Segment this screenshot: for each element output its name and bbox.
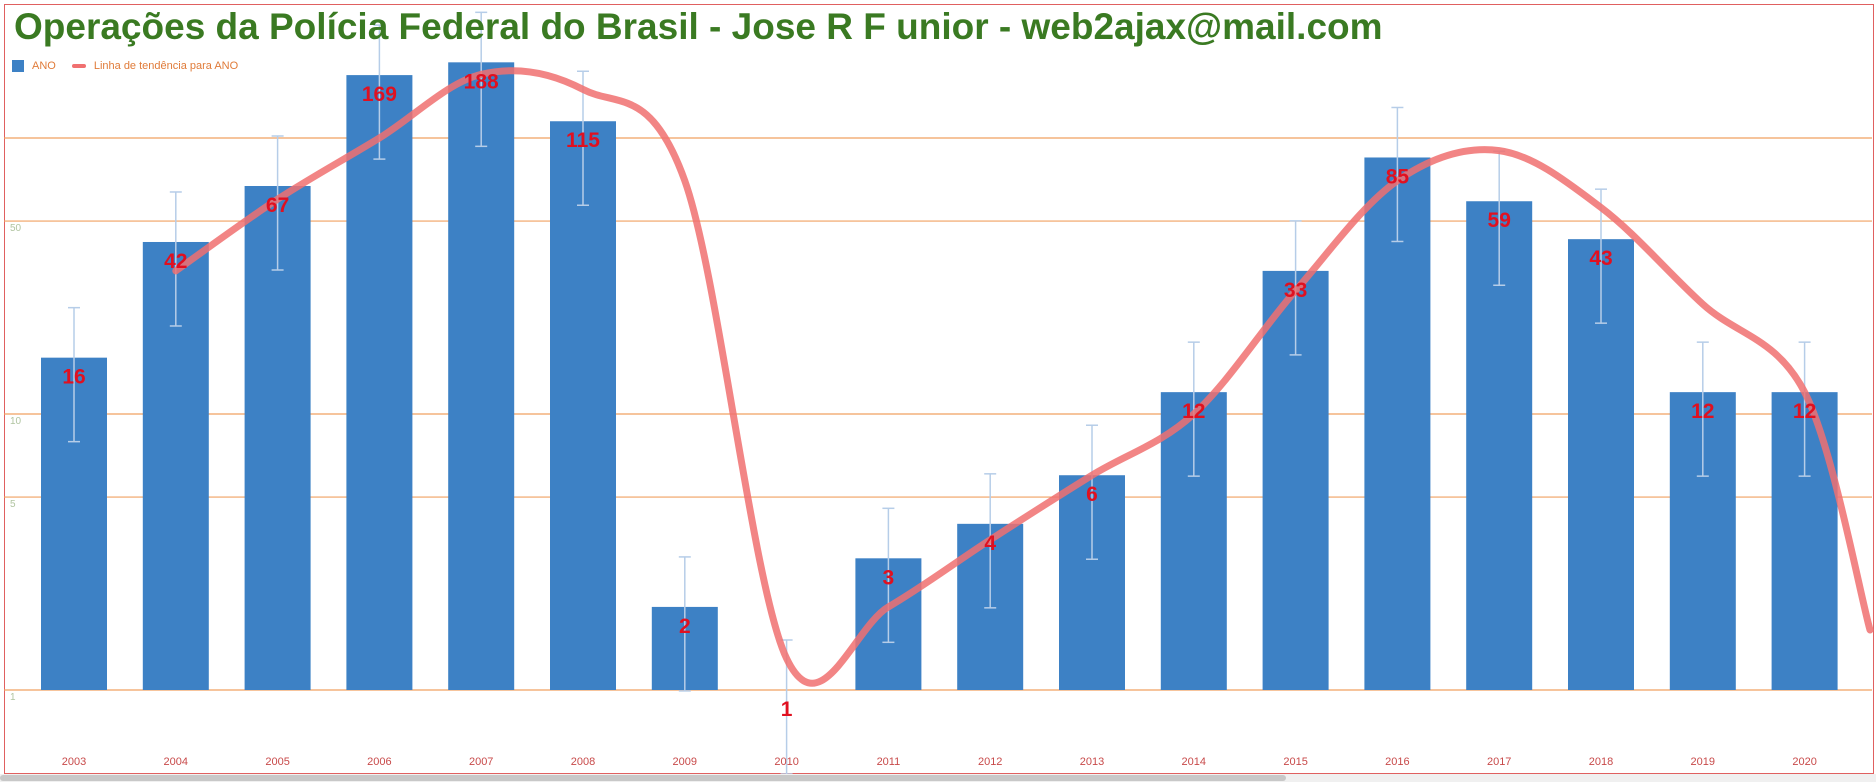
data-label-2017: 59 [1488,209,1511,232]
horizontal-scrollbar[interactable] [0,774,1876,782]
y-tick-label-5: 5 [10,499,16,510]
error-bar-2008 [577,70,589,206]
chart-title: Operações da Polícia Federal do Brasil -… [14,6,1383,47]
data-label-2010: 1 [781,698,793,721]
data-label-2014: 12 [1182,400,1205,423]
chart-frame [4,4,1874,774]
x-tick-label-2019: 2019 [1691,756,1715,768]
legend-label-ano: ANO [32,60,56,72]
x-tick-label-2017: 2017 [1487,756,1511,768]
error-bar-2019 [1696,341,1709,477]
x-tick-label-2008: 2008 [571,756,595,768]
data-label-2008: 115 [566,129,600,152]
data-label-2003: 16 [62,366,85,389]
legend-item-ano: ANO [12,60,56,72]
error-bar-2011 [882,507,895,644]
legend-item-trendline: Linha de tendência para ANO [71,60,239,72]
y-tick-label-1: 1 [10,692,16,703]
data-label-2020: 12 [1793,400,1816,423]
legend-swatch-line [71,64,86,68]
legend-label-trendline: Linha de tendência para ANO [93,60,239,72]
error-bar-2016 [1391,106,1404,243]
scrollbar-thumb[interactable] [0,775,1286,781]
x-tick-label-2012: 2012 [978,756,1002,768]
y-tick-label-10: 10 [10,416,22,427]
x-tick-label-2006: 2006 [367,756,391,768]
error-bar-2014 [1187,341,1200,477]
data-label-2019: 12 [1691,400,1714,423]
error-bar-2003 [68,306,80,443]
data-label-2011: 3 [883,566,895,589]
error-bar-2007 [475,11,488,148]
x-tick-label-2011: 2011 [877,756,901,768]
bar-2007 [448,62,515,690]
legend-swatch-bar [12,60,24,72]
data-label-2005: 67 [266,194,289,217]
y-tick-label-50: 50 [10,223,22,234]
x-tick-label-2003: 2003 [62,756,86,768]
x-tick-label-2009: 2009 [673,756,697,768]
trendline-path [172,67,1874,687]
x-tick-label-2007: 2007 [469,756,493,768]
data-label-2016: 85 [1386,165,1410,188]
data-label-2007: 188 [464,70,499,93]
x-tick-label-2004: 2004 [164,756,188,768]
bar-2016 [1364,157,1431,691]
x-tick-label-2018: 2018 [1589,756,1613,768]
x-tick-label-2015: 2015 [1283,756,1307,768]
error-bar-2009 [678,556,691,692]
chart-legend: ANO Linha de tendência para ANO [12,60,254,72]
bar-2006 [346,75,413,690]
bar-2008 [550,121,616,691]
data-label-2018: 43 [1589,247,1612,270]
error-bar-2004 [169,191,182,327]
data-label-2006: 169 [362,83,397,106]
error-bar-2020 [1798,341,1811,477]
data-label-2004: 42 [164,250,187,273]
data-label-2015: 33 [1284,279,1307,302]
data-label-2012: 4 [984,532,996,555]
x-tick-label-2020: 2020 [1792,756,1816,768]
x-tick-label-2013: 2013 [1080,756,1104,768]
data-label-2013: 6 [1086,483,1098,506]
x-tick-label-2016: 2016 [1385,756,1409,768]
x-tick-label-2014: 2014 [1182,756,1206,768]
x-tick-label-2005: 2005 [265,756,289,768]
error-bar-2013 [1086,424,1098,560]
data-label-2009: 2 [679,615,691,638]
x-tick-label-2010: 2010 [774,756,798,768]
